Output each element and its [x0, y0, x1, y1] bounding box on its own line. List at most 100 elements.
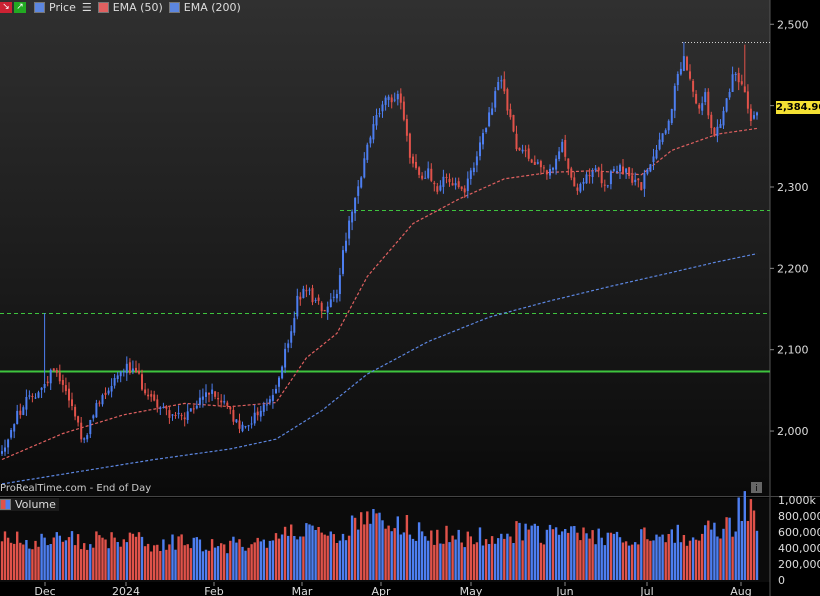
candle-body — [271, 395, 274, 401]
volume-bar — [89, 544, 92, 580]
volume-bar — [31, 549, 34, 580]
menu-icon[interactable]: ☰ — [81, 0, 92, 14]
legend-price[interactable]: Price — [34, 1, 76, 14]
volume-legend[interactable]: Volume — [0, 498, 59, 511]
candle-body — [345, 240, 347, 252]
volume-bar — [484, 539, 488, 580]
candle-body — [80, 422, 83, 440]
legend-ema50[interactable]: EMA (50) — [97, 1, 163, 14]
volume-bar — [140, 536, 144, 580]
candle-body — [229, 407, 232, 410]
candle-body — [427, 168, 430, 178]
volume-bar — [661, 534, 664, 580]
volume-bar — [424, 536, 427, 580]
candle-body — [131, 368, 134, 372]
chart-toolbar: ↘ ↗ Price ☰ EMA (50) EMA (200) — [0, 0, 241, 14]
volume-bar — [293, 536, 296, 580]
candle-body — [205, 392, 207, 397]
volume-bar — [338, 540, 342, 580]
volume-bar — [740, 521, 743, 580]
candle-body — [174, 415, 177, 416]
candle-body — [408, 133, 411, 158]
candle-body — [43, 384, 46, 389]
volume-bar — [585, 533, 588, 580]
volume-bar — [6, 537, 10, 580]
volume-bar — [387, 525, 390, 580]
volume-bar — [58, 535, 61, 580]
volume-bar — [247, 547, 250, 580]
legend-ema200[interactable]: EMA (200) — [168, 1, 241, 14]
volume-bar — [98, 535, 101, 580]
candle-body — [652, 156, 655, 163]
volume-bar — [390, 531, 393, 580]
candle-body — [338, 275, 341, 294]
volume-bar — [25, 540, 28, 580]
volume-bar — [125, 542, 128, 580]
candle-body — [122, 371, 125, 373]
volume-bar — [101, 537, 104, 580]
candle-body — [612, 169, 615, 172]
candle-body — [415, 162, 417, 168]
volume-bar — [582, 527, 585, 580]
candle-body — [314, 299, 317, 301]
candle-body — [515, 133, 518, 150]
candle-body — [545, 170, 548, 175]
candle-body — [518, 147, 521, 151]
candle-body — [195, 405, 198, 409]
volume-bar — [512, 543, 515, 580]
candle-body — [265, 404, 268, 406]
volume-bar — [609, 532, 613, 580]
volume-bar — [472, 544, 476, 580]
info-icon-glyph: i — [755, 484, 758, 494]
volume-bar — [658, 536, 661, 580]
candle-body — [46, 381, 49, 384]
candle-body — [1, 451, 3, 454]
candle-body — [588, 175, 591, 177]
volume-bar — [353, 517, 357, 580]
volume-bar — [734, 531, 737, 580]
volume-bar — [332, 534, 335, 580]
volume-bar — [104, 539, 107, 580]
x-tick-label: Feb — [204, 585, 223, 596]
candle-body — [749, 108, 752, 121]
volume-bar — [134, 536, 138, 580]
volume-bar — [165, 549, 168, 580]
up-arrow-icon[interactable]: ↗ — [14, 1, 26, 13]
candle-body — [52, 368, 55, 371]
candle-body — [293, 318, 296, 333]
candle-body — [579, 184, 582, 192]
candle-body — [512, 115, 515, 132]
y-tick-label: 2,100 — [777, 344, 809, 357]
candle-body — [509, 109, 512, 118]
volume-bar — [515, 521, 518, 580]
down-arrow-icon[interactable]: ↘ — [0, 1, 12, 13]
volume-tick-label: 0 — [778, 574, 785, 587]
candle-body — [68, 388, 70, 401]
candle-body — [725, 98, 728, 112]
volume-bar — [80, 549, 83, 580]
ema50-swatch-icon — [97, 1, 109, 13]
volume-bar — [168, 544, 171, 580]
volume-bar — [174, 549, 177, 580]
candle-body — [342, 250, 344, 274]
volume-bar — [363, 524, 366, 580]
volume-bar — [183, 545, 186, 580]
volume-bar — [694, 539, 698, 580]
candle-body — [448, 178, 451, 183]
candle-body — [25, 397, 28, 410]
candle-body — [98, 402, 101, 404]
volume-tick-label: 600,000 — [778, 526, 820, 539]
volume-bar — [290, 524, 293, 580]
volume-bar — [490, 536, 494, 580]
candle-body — [186, 411, 189, 420]
volume-bar — [399, 534, 402, 580]
volume-bar — [146, 543, 150, 580]
candle-body — [113, 378, 116, 386]
candle-body — [244, 426, 247, 428]
volume-bar — [156, 544, 159, 580]
candle-body — [619, 165, 621, 172]
candle-body — [281, 366, 284, 379]
candle-body — [19, 410, 22, 415]
candle-body — [625, 168, 628, 173]
